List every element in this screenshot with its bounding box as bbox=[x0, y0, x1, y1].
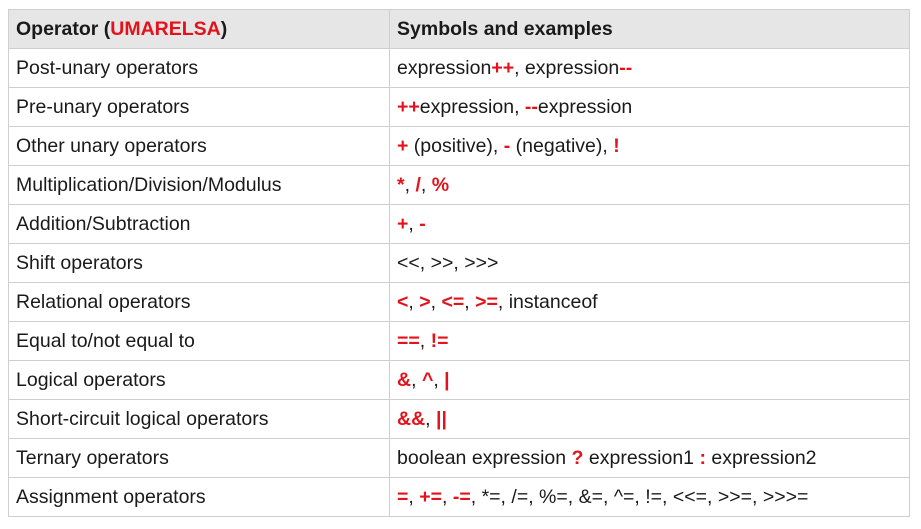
operator-symbol: != bbox=[430, 329, 449, 352]
operator-symbol: -- bbox=[619, 56, 633, 79]
umarelsa-acronym: UMARELSA bbox=[110, 17, 221, 40]
symbol-text: , bbox=[442, 485, 453, 508]
symbol-text: , bbox=[408, 290, 420, 313]
symbols-cell: <, >, <=, >=, instanceof bbox=[389, 282, 910, 322]
table-row: Logical operators &, ^, | bbox=[8, 360, 910, 400]
symbol-text: , bbox=[420, 173, 432, 196]
symbol-text: , bbox=[425, 407, 437, 430]
symbol-text: , bbox=[433, 368, 445, 391]
symbols-cell: &&, || bbox=[389, 399, 910, 439]
symbols-cell: boolean expression ? expression1 : expre… bbox=[389, 438, 910, 478]
table-row: Relational operators <, >, <=, >=, instan… bbox=[8, 282, 910, 322]
symbols-cell: *, /, % bbox=[389, 165, 910, 205]
symbols-cell: expression++, expression-- bbox=[389, 48, 910, 88]
symbol-text: , bbox=[464, 290, 476, 313]
operator-symbol: ++ bbox=[491, 56, 515, 79]
operator-symbol: ? bbox=[571, 446, 584, 469]
symbol-text: boolean expression bbox=[397, 446, 572, 469]
operator-symbol: ^ bbox=[421, 368, 434, 391]
symbol-text: , instanceof bbox=[497, 290, 598, 313]
header-row: Operator (UMARELSA) Symbols and examples bbox=[8, 9, 910, 49]
symbol-text: , *=, /=, %=, &=, ^=, !=, <<=, >>=, >>>= bbox=[470, 485, 809, 508]
operator-category-cell: Short-circuit logical operators bbox=[8, 399, 390, 439]
operator-column-header: Operator (UMARELSA) bbox=[8, 9, 390, 49]
operator-category-cell: Shift operators bbox=[8, 243, 390, 283]
symbols-cell: ==, != bbox=[389, 321, 910, 361]
symbol-text: expression1 bbox=[583, 446, 700, 469]
operator-symbol: * bbox=[397, 173, 405, 196]
operator-category-cell: Post-unary operators bbox=[8, 48, 390, 88]
symbol-text: (positive), bbox=[408, 134, 504, 157]
symbol-text: , bbox=[408, 212, 420, 235]
operator-symbol: ! bbox=[613, 134, 620, 157]
operator-header-suffix: ) bbox=[220, 17, 228, 40]
operator-symbol: - bbox=[419, 212, 426, 235]
operator-symbol: == bbox=[397, 329, 420, 352]
operator-symbol: : bbox=[699, 446, 706, 469]
table-row: Multiplication/Division/Modulus *, /, % bbox=[8, 165, 910, 205]
operator-symbol: % bbox=[431, 173, 450, 196]
operator-symbol: -= bbox=[452, 485, 471, 508]
operator-symbol: || bbox=[436, 407, 447, 430]
symbol-text: expression, bbox=[419, 95, 525, 118]
symbols-cell: + (positive), - (negative), ! bbox=[389, 126, 910, 166]
operator-symbol: += bbox=[419, 485, 443, 508]
table-row: Shift operators <<, >>, >>> bbox=[8, 243, 910, 283]
symbol-text: , expression bbox=[514, 56, 620, 79]
table-row: Equal to/not equal to ==, != bbox=[8, 321, 910, 361]
table-row: Short-circuit logical operators &&, || bbox=[8, 399, 910, 439]
operator-symbol: | bbox=[444, 368, 450, 391]
operator-symbol: <= bbox=[441, 290, 465, 313]
operator-category-cell: Other unary operators bbox=[8, 126, 390, 166]
table-row: Addition/Subtraction +, - bbox=[8, 204, 910, 244]
operator-symbol: = bbox=[397, 485, 409, 508]
operator-category-cell: Logical operators bbox=[8, 360, 390, 400]
symbol-text: expression bbox=[537, 95, 633, 118]
operator-header-prefix: Operator ( bbox=[16, 17, 111, 40]
symbol-text: , bbox=[430, 290, 442, 313]
operator-category-cell: Addition/Subtraction bbox=[8, 204, 390, 244]
symbols-cell: =, +=, -=, *=, /=, %=, &=, ^=, !=, <<=, … bbox=[389, 477, 910, 517]
table-row: Pre-unary operators ++expression, --expre… bbox=[8, 87, 910, 127]
symbols-cell: +, - bbox=[389, 204, 910, 244]
table-body: Post-unary operators expression++, expres… bbox=[8, 48, 910, 517]
symbol-text: <<, >>, >>> bbox=[397, 251, 499, 274]
symbol-text: , bbox=[408, 485, 420, 508]
operator-category-cell: Ternary operators bbox=[8, 438, 390, 478]
symbol-text: , bbox=[411, 368, 422, 391]
symbols-column-header: Symbols and examples bbox=[389, 9, 910, 49]
operator-category-cell: Multiplication/Division/Modulus bbox=[8, 165, 390, 205]
operator-category-cell: Relational operators bbox=[8, 282, 390, 322]
operator-precedence-table: Operator (UMARELSA) Symbols and examples… bbox=[8, 9, 910, 517]
operator-symbol: -- bbox=[524, 95, 538, 118]
symbol-text: , bbox=[404, 173, 416, 196]
symbol-text: expression2 bbox=[705, 446, 817, 469]
operator-symbol: < bbox=[397, 290, 409, 313]
symbols-cell: ++expression, --expression bbox=[389, 87, 910, 127]
symbols-cell: <<, >>, >>> bbox=[389, 243, 910, 283]
operator-symbol: ++ bbox=[397, 95, 420, 118]
operator-symbol: > bbox=[419, 290, 431, 313]
symbol-text: expression bbox=[397, 56, 492, 79]
operator-precedence-table-container: Operator (UMARELSA) Symbols and examples… bbox=[8, 9, 910, 517]
operator-category-cell: Assignment operators bbox=[8, 477, 390, 517]
operator-symbol: + bbox=[397, 212, 409, 235]
table-header: Operator (UMARELSA) Symbols and examples bbox=[8, 9, 910, 49]
symbols-cell: &, ^, | bbox=[389, 360, 910, 400]
symbol-text: , bbox=[419, 329, 431, 352]
operator-symbol: && bbox=[397, 407, 426, 430]
symbol-text: (negative), bbox=[510, 134, 614, 157]
operator-category-cell: Equal to/not equal to bbox=[8, 321, 390, 361]
table-row: Post-unary operators expression++, expres… bbox=[8, 48, 910, 88]
operator-symbol: & bbox=[397, 368, 412, 391]
operator-symbol: / bbox=[415, 173, 421, 196]
table-row: Assignment operators =, +=, -=, *=, /=, %… bbox=[8, 477, 910, 517]
operator-symbol: - bbox=[503, 134, 511, 157]
operator-symbol: >= bbox=[475, 290, 498, 313]
operator-symbol: + bbox=[397, 134, 409, 157]
table-row: Ternary operators boolean expression ? ex… bbox=[8, 438, 910, 478]
table-row: Other unary operators + (positive), - (ne… bbox=[8, 126, 910, 166]
operator-category-cell: Pre-unary operators bbox=[8, 87, 390, 127]
